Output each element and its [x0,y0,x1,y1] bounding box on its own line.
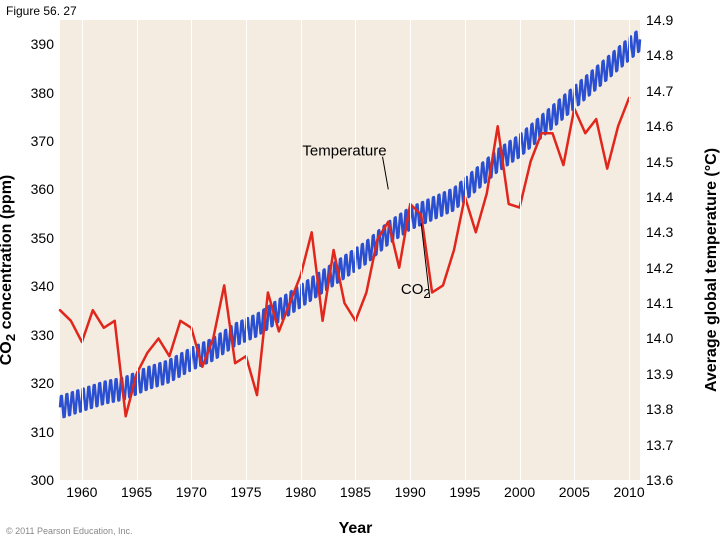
y-left-tick-label: 340 [14,278,54,294]
y-right-tick-label: 14.6 [646,118,686,134]
y-right-tick-label: 13.6 [646,472,686,488]
x-tick-label: 1985 [340,484,371,500]
y-right-tick-label: 14.1 [646,295,686,311]
gridline-v [246,20,247,480]
y-right-tick-label: 14.5 [646,154,686,170]
y-left-tick-label: 380 [14,85,54,101]
gridline-v [301,20,302,480]
series-layer [60,20,640,480]
y-right-tick-label: 14.3 [646,224,686,240]
y-axis-label-right: Average global temperature (°C) [703,148,720,392]
co2-series [60,32,640,417]
y-left-tick-label: 310 [14,424,54,440]
gridline-v [520,20,521,480]
x-tick-label: 1975 [230,484,261,500]
gridline-v [629,20,630,480]
x-axis-label: Year [339,520,373,538]
gridline-v [355,20,356,480]
annotation-label: Temperature [302,142,386,159]
gridline-v [82,20,83,480]
y-right-tick-label: 14.0 [646,330,686,346]
x-tick-label: 1970 [176,484,207,500]
copyright: © 2011 Pearson Education, Inc. [6,526,133,536]
y-left-tick-label: 370 [14,133,54,149]
gridline-v [410,20,411,480]
x-tick-label: 2000 [504,484,535,500]
gridline-v [465,20,466,480]
y-right-tick-label: 14.9 [646,12,686,28]
y-right-tick-label: 13.8 [646,401,686,417]
y-left-tick-label: 300 [14,472,54,488]
gridline-v [137,20,138,480]
x-tick-label: 1960 [66,484,97,500]
y-left-tick-label: 390 [14,36,54,52]
x-tick-label: 1990 [395,484,426,500]
gridline-v [574,20,575,480]
y-right-tick-label: 13.7 [646,437,686,453]
annotation-label: CO2 [401,281,430,301]
annotation-leader [383,157,389,190]
x-tick-label: 1965 [121,484,152,500]
y-right-tick-label: 14.8 [646,47,686,63]
chart-plot-area: 1960196519701975198019851990199520002005… [60,20,640,480]
y-right-tick-label: 14.7 [646,83,686,99]
x-tick-label: 2010 [613,484,644,500]
figure-label: Figure 56. 27 [6,4,77,18]
y-right-tick-label: 14.2 [646,260,686,276]
y-left-tick-label: 350 [14,230,54,246]
x-tick-label: 2005 [559,484,590,500]
y-left-tick-label: 320 [14,375,54,391]
x-tick-label: 1995 [449,484,480,500]
x-tick-label: 1980 [285,484,316,500]
gridline-v [191,20,192,480]
y-left-tick-label: 360 [14,181,54,197]
y-right-tick-label: 13.9 [646,366,686,382]
y-right-tick-label: 14.4 [646,189,686,205]
y-left-tick-label: 330 [14,327,54,343]
